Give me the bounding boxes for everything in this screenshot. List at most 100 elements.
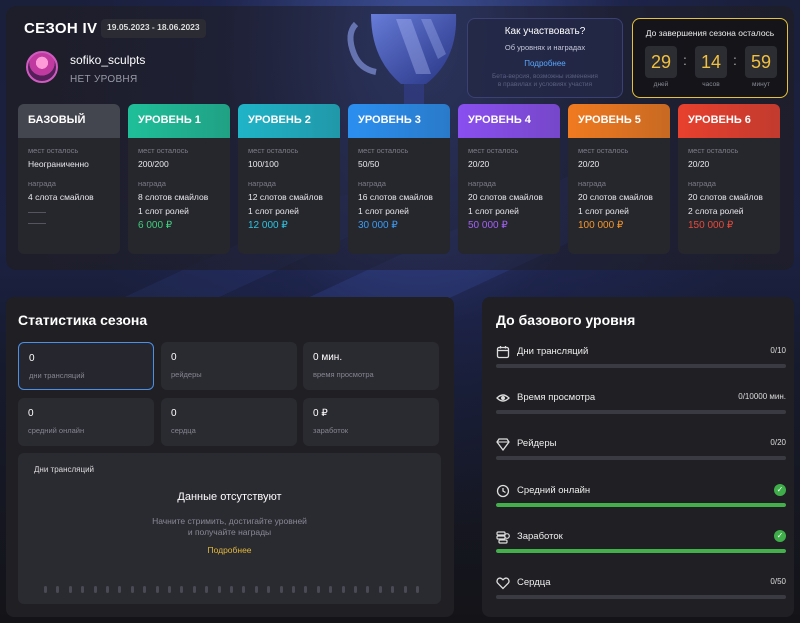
places-label: мест осталось (688, 146, 739, 155)
progress-label: Средний онлайн (517, 485, 591, 496)
stat-card[interactable]: 0 ₽ заработок (303, 398, 439, 446)
reward-roles: 2 слота ролей (688, 206, 744, 216)
chart-tick (56, 586, 60, 593)
progress-value: 0/10 (770, 346, 786, 355)
progress-value: 0/20 (770, 438, 786, 447)
level-card-title: УРОВЕНЬ 6 (678, 104, 780, 138)
placeholder-dash (28, 223, 46, 224)
level-card-body: мест осталось 20/20 награда 20 слотов см… (678, 138, 780, 239)
places-value: 50/50 (358, 159, 380, 169)
level-card-body: мест осталось 100/100 награда 12 слотов … (238, 138, 340, 239)
timer-minutes: 59 (745, 46, 777, 78)
how-to-more-link[interactable]: Подробнее (524, 59, 566, 68)
chart-tick (143, 586, 147, 593)
chart-title: Дни трансляций (34, 465, 95, 474)
stat-card[interactable]: 0 средний онлайн (18, 398, 154, 446)
level-card-1[interactable]: УРОВЕНЬ 1 мест осталось 200/200 награда … (128, 104, 230, 254)
stat-label: средний онлайн (28, 426, 85, 435)
stat-card[interactable]: 0 дни трансляций (18, 342, 154, 390)
chart-tick (378, 586, 382, 593)
reward-roles: 1 слот ролей (468, 206, 519, 216)
chart-tick (217, 586, 221, 593)
check-icon: ✓ (774, 530, 786, 542)
timer-hours-label: часов (702, 81, 720, 88)
chart-tick (93, 586, 97, 593)
avatar[interactable] (26, 51, 58, 83)
reward-roles: 1 слот ролей (358, 206, 409, 216)
chart-tick (341, 586, 345, 593)
places-label: мест осталось (358, 146, 409, 155)
timer-row: 29 : 14 : 59 (645, 46, 777, 78)
chart-tick (292, 586, 295, 593)
level-card-0[interactable]: БАЗОВЫЙ мест осталось Неограниченно нагр… (18, 104, 120, 254)
stat-value: 0 (28, 408, 34, 419)
progress-bar (496, 503, 786, 507)
stats-title: Статистика сезона (18, 312, 148, 328)
reward-label: награда (358, 179, 386, 188)
level-price: 30 000 ₽ (358, 220, 398, 231)
placeholder-dash (28, 212, 46, 213)
stat-card[interactable]: 0 сердца (161, 398, 297, 446)
reward-label: награда (688, 179, 716, 188)
user-level: НЕТ УРОВНЯ (70, 74, 138, 85)
chart-tick (267, 586, 271, 593)
places-value: 20/20 (578, 159, 600, 169)
reward-roles: 1 слот ролей (248, 206, 299, 216)
progress-bar (496, 595, 786, 599)
progress-title: До базового уровня (496, 312, 636, 328)
level-card-2[interactable]: УРОВЕНЬ 2 мест осталось 100/100 награда … (238, 104, 340, 254)
empty-state-line: и получайте награды (187, 527, 272, 537)
timer-days-label: дней (653, 81, 669, 88)
reward-slots: 20 слотов смайлов (578, 192, 653, 202)
timer-title: До завершения сезона осталось (645, 28, 775, 38)
level-card-6[interactable]: УРОВЕНЬ 6 мест осталось 20/20 награда 20… (678, 104, 780, 254)
progress-row: Рейдеры 0/20 (496, 437, 786, 465)
chart-tick (242, 586, 246, 593)
timer-separator: : (733, 52, 737, 68)
progress-row: Заработок ✓ (496, 530, 786, 558)
level-card-title: УРОВЕНЬ 3 (348, 104, 450, 138)
places-value: 20/20 (468, 159, 490, 169)
chart-tick (155, 586, 159, 593)
stat-value: 0 (171, 408, 177, 419)
progress-row: Время просмотра 0/10000 мин. (496, 391, 786, 419)
places-label: мест осталось (578, 146, 629, 155)
level-price: 100 000 ₽ (578, 220, 624, 231)
beta-note: Бета-версия, возможны изменения в правил… (468, 73, 622, 89)
level-card-title: УРОВЕНЬ 1 (128, 104, 230, 138)
level-card-body: мест осталось 20/20 награда 20 слотов см… (568, 138, 670, 239)
level-card-body: мест осталось 200/200 награда 8 слотов с… (128, 138, 230, 239)
level-price: 6 000 ₽ (138, 220, 173, 231)
reward-slots: 4 слота смайлов (28, 192, 94, 202)
progress-bar (496, 549, 786, 553)
level-card-title: УРОВЕНЬ 4 (458, 104, 560, 138)
chart-tick (118, 586, 122, 593)
user-name[interactable]: sofiko_sculpts (70, 53, 146, 67)
places-label: мест осталось (248, 146, 299, 155)
reward-slots: 20 слотов смайлов (688, 192, 763, 202)
level-card-4[interactable]: УРОВЕНЬ 4 мест осталось 20/20 награда 20… (458, 104, 560, 254)
level-card-5[interactable]: УРОВЕНЬ 5 мест осталось 20/20 награда 20… (568, 104, 670, 254)
empty-state-text: Начните стримить, достигайте уровней и п… (18, 516, 441, 538)
progress-fill (496, 549, 786, 553)
places-value: 20/20 (688, 159, 710, 169)
chart-tick (81, 586, 85, 593)
level-card-title: БАЗОВЫЙ (18, 104, 120, 138)
heart-icon (496, 576, 510, 590)
level-card-3[interactable]: УРОВЕНЬ 3 мест осталось 50/50 награда 16… (348, 104, 450, 254)
stat-label: заработок (313, 426, 349, 435)
stat-label: дни трансляций (29, 371, 85, 380)
chart-placeholder-ticks (44, 586, 424, 594)
how-to-subtitle: Об уровнях и наградах (504, 43, 586, 52)
season-title: СЕЗОН IV (24, 20, 98, 37)
season-timer: До завершения сезона осталось 29 : 14 : … (632, 18, 788, 98)
stat-card[interactable]: 0 мин. время просмотра (303, 342, 439, 390)
progress-fill (496, 503, 786, 507)
empty-state-more-link[interactable]: Подробнее (207, 545, 252, 555)
reward-roles: 1 слот ролей (138, 206, 189, 216)
places-value: Неограниченно (28, 159, 89, 169)
base-level-progress-panel: До базового уровня Дни трансляций 0/10 Вре… (482, 297, 794, 617)
reward-label: награда (468, 179, 496, 188)
reward-label: награда (578, 179, 606, 188)
stat-card[interactable]: 0 рейдеры (161, 342, 297, 390)
